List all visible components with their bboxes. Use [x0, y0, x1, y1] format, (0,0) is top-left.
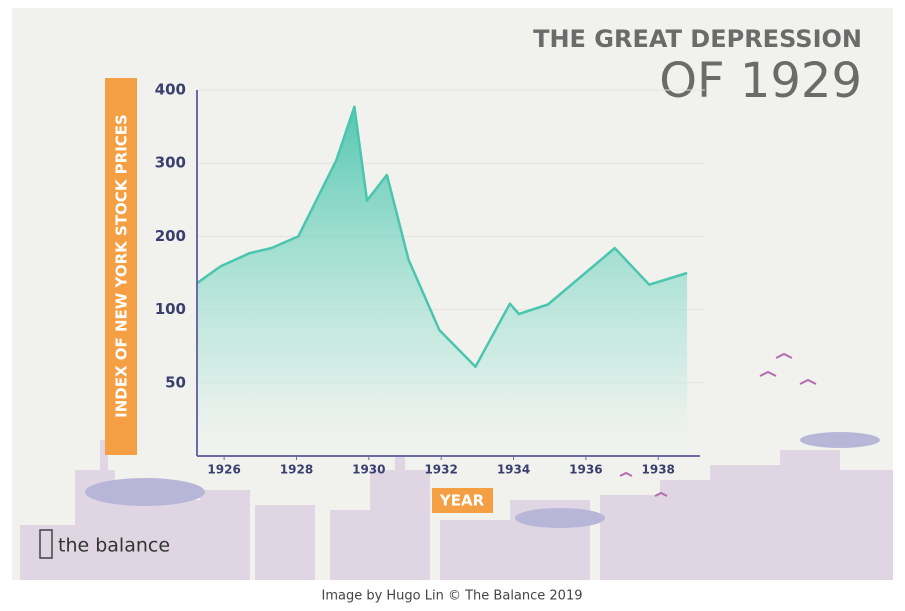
x-tick-label: 1934	[497, 463, 530, 477]
y-tick-label: 300	[155, 154, 186, 172]
x-tick-label: 1926	[207, 463, 240, 477]
y-tick-label: 400	[155, 81, 186, 99]
x-tick-label: 1928	[280, 463, 313, 477]
caption: Image by Hugo Lin © The Balance 2019	[321, 589, 582, 604]
y-axis-label: INDEX OF NEW YORK STOCK PRICES	[113, 114, 131, 418]
title: THE GREAT DEPRESSION	[533, 25, 862, 53]
y-tick-label: 200	[155, 227, 186, 245]
y-tick-label: 50	[165, 373, 186, 391]
x-tick-label: 1930	[352, 463, 385, 477]
x-tick-label: 1936	[569, 463, 602, 477]
x-axis-label: YEAR	[439, 492, 485, 510]
x-tick-label: 1938	[642, 463, 675, 477]
logo: the balance	[40, 530, 170, 558]
y-tick-label: 100	[155, 300, 186, 318]
logo-text: the balance	[58, 535, 170, 557]
x-tick-label: 1932	[424, 463, 457, 477]
infographic: THE GREAT DEPRESSION OF 1929 INDEX OF NE…	[0, 0, 905, 607]
subtitle: OF 1929	[659, 53, 862, 109]
